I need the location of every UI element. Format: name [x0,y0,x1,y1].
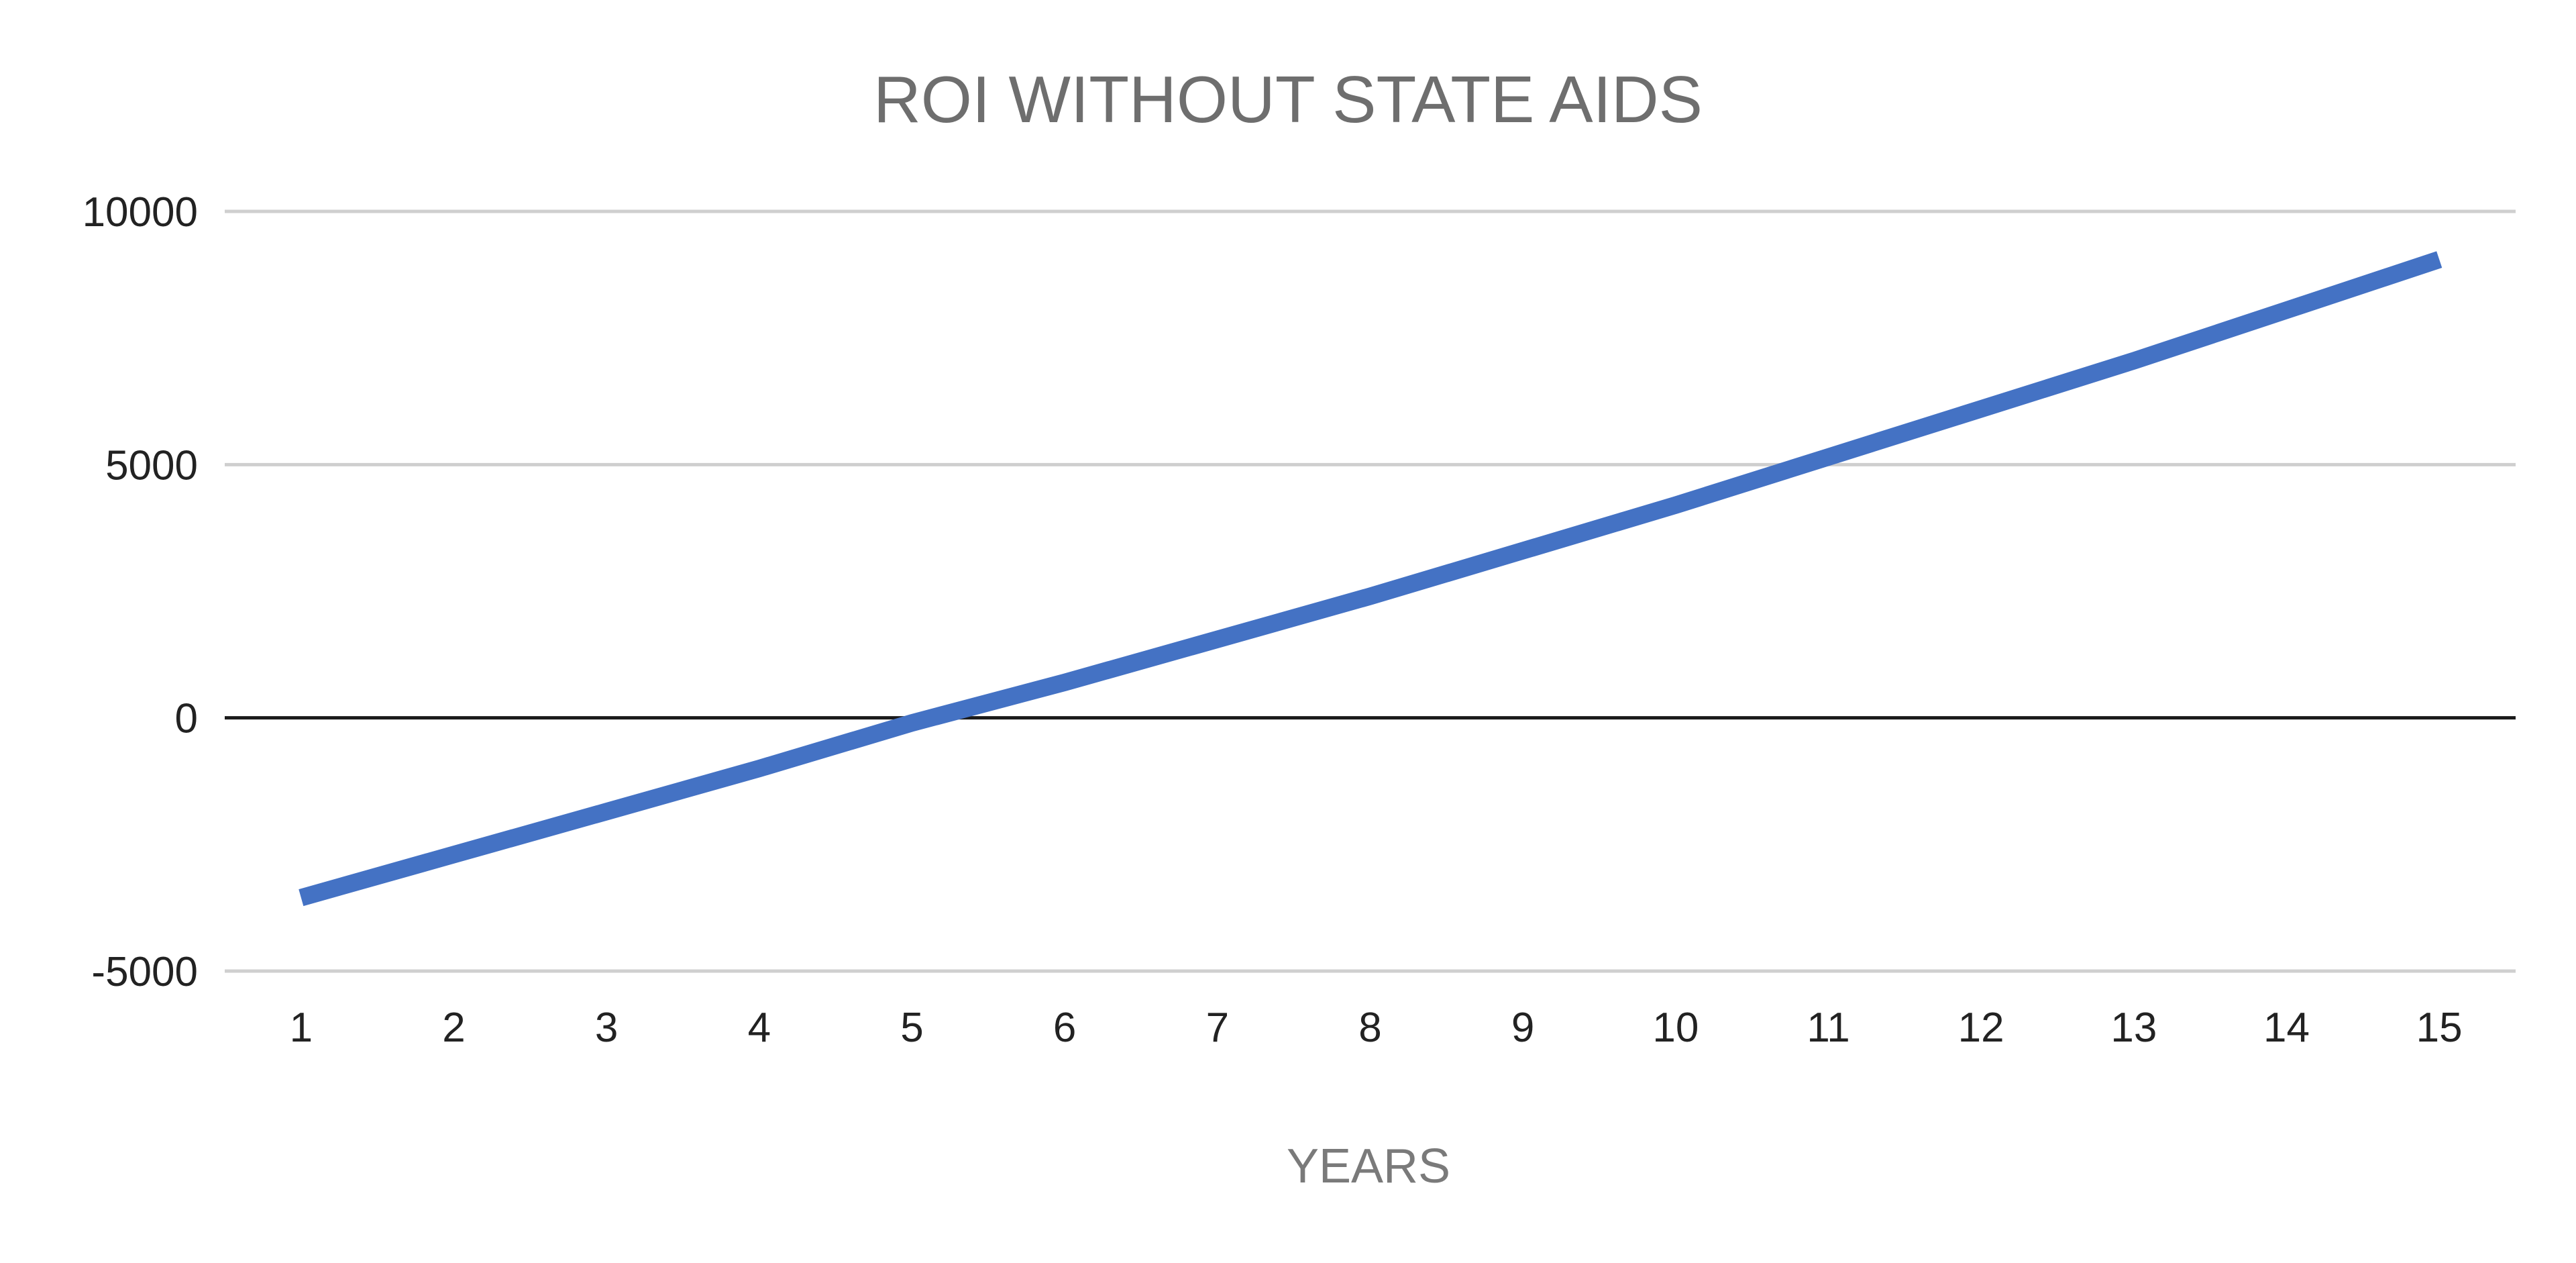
x-tick-label: 3 [595,1005,618,1051]
chart-title: ROI WITHOUT STATE AIDS [873,62,1703,136]
y-tick-label: -5000 [91,949,198,995]
x-axis-title: YEARS [1287,1140,1450,1193]
x-tick-label: 10 [1652,1005,1699,1051]
series-line [299,251,2443,907]
x-tick-label: 7 [1206,1005,1229,1051]
gridlines [225,209,2516,973]
x-tick-label: 6 [1053,1005,1076,1051]
x-tick-label: 13 [2110,1005,2157,1051]
x-tick-label: 1 [290,1005,313,1051]
x-tick-label: 2 [442,1005,465,1051]
x-tick-label: 14 [2263,1005,2310,1051]
y-tick-label: 10000 [83,189,198,236]
y-axis-tick-labels: -5000 0 5000 10000 [83,189,198,995]
y-tick-label: 5000 [105,442,198,489]
x-tick-label: 5 [900,1005,923,1051]
x-tick-label: 8 [1358,1005,1381,1051]
x-axis-tick-labels: 1 2 3 4 5 6 7 8 9 10 11 12 13 14 15 [290,1005,2463,1051]
x-tick-label: 4 [748,1005,771,1051]
x-tick-label: 11 [1807,1005,1849,1051]
x-tick-label: 15 [2416,1005,2463,1051]
series-layer [299,251,2443,907]
x-tick-label: 12 [1958,1005,2004,1051]
y-tick-label: 0 [175,696,198,742]
x-tick-label: 9 [1511,1005,1534,1051]
